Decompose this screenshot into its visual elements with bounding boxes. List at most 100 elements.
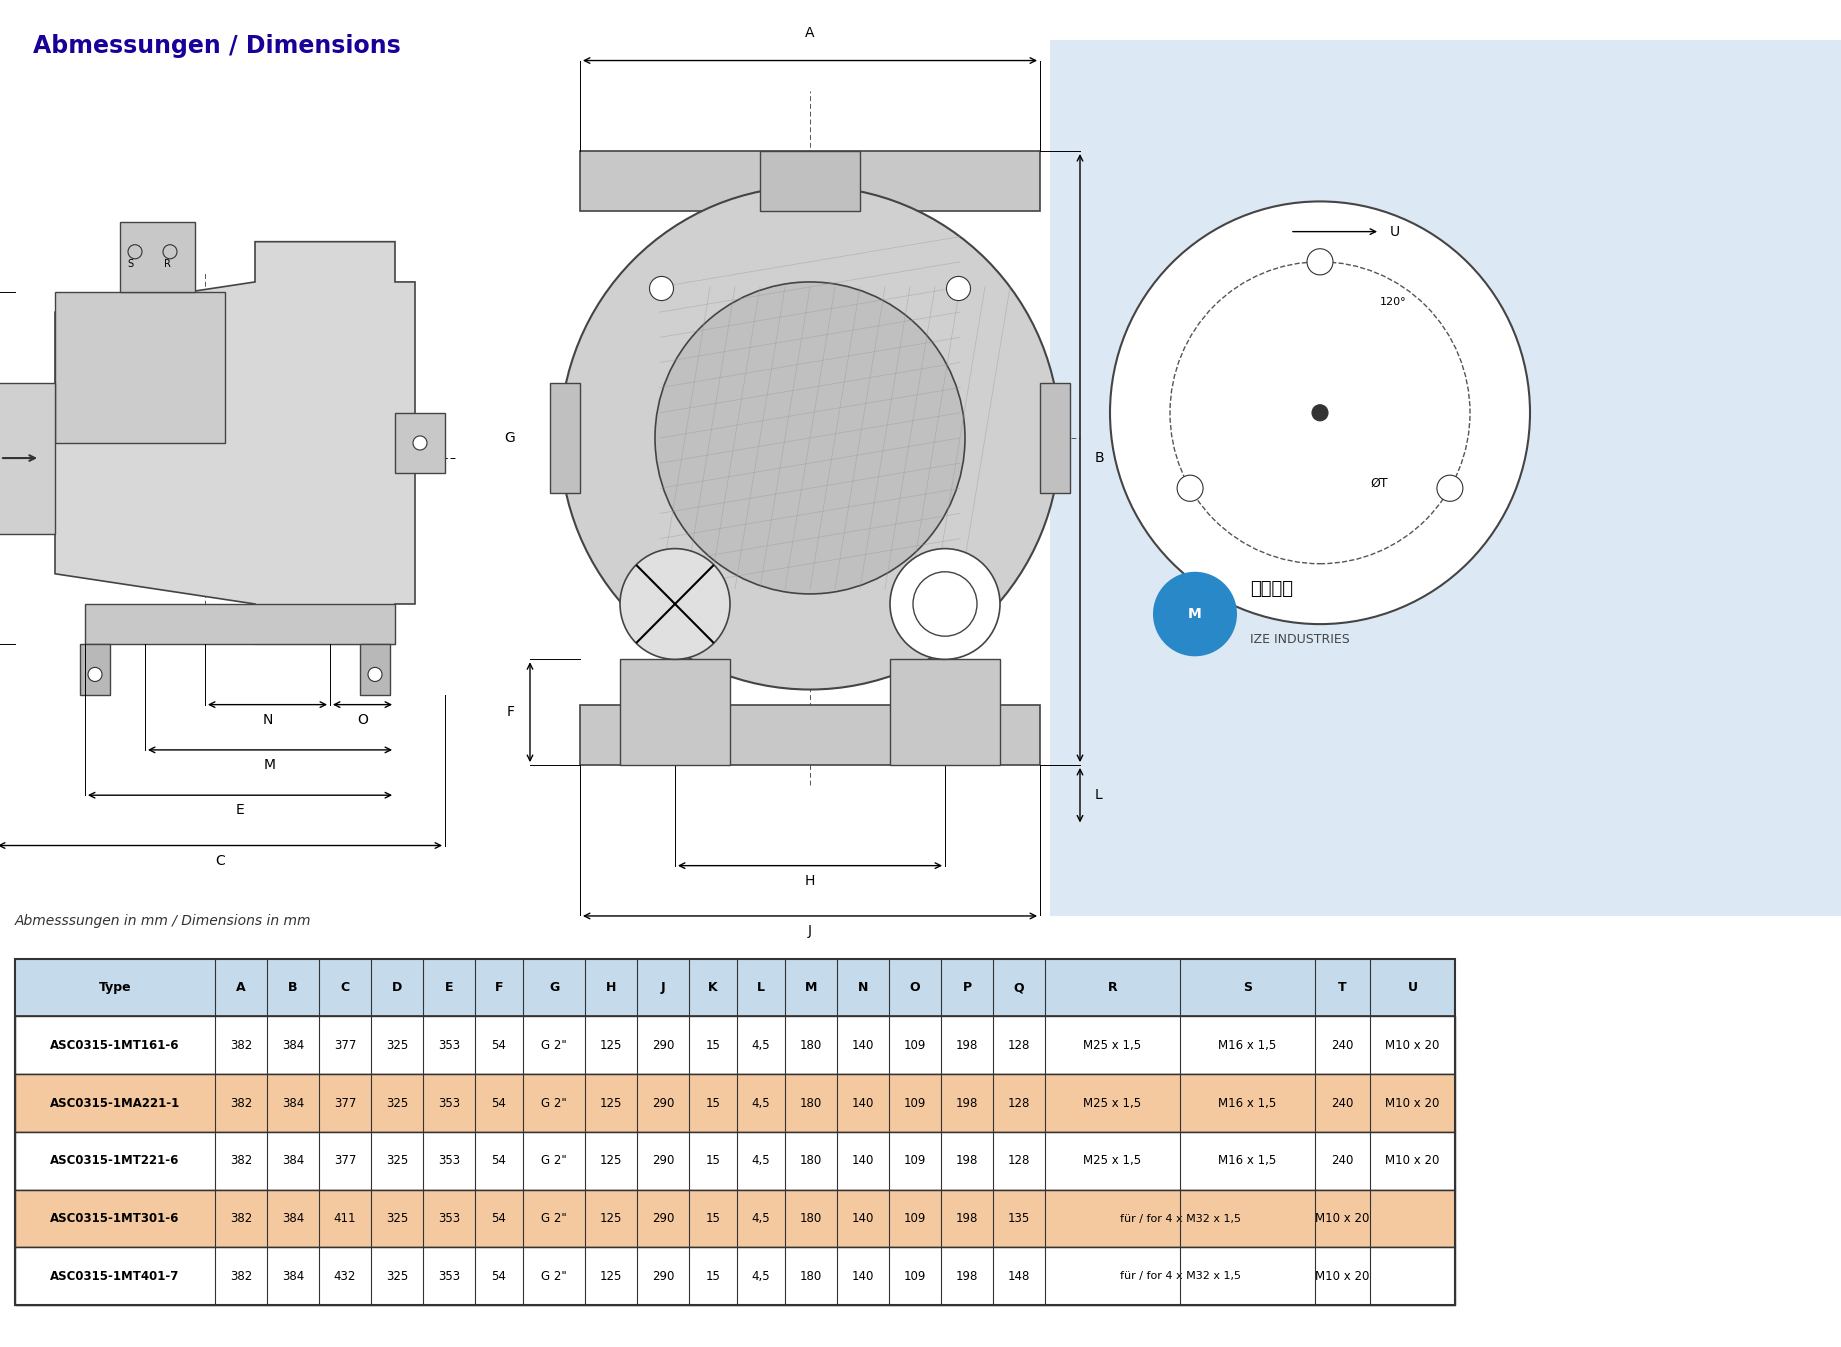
Text: ASC0315-1MT401-7: ASC0315-1MT401-7 [50,1270,180,1282]
Text: 54: 54 [492,1270,506,1282]
Text: U: U [1390,225,1401,238]
Text: G 2": G 2" [541,1212,567,1224]
Text: P: P [963,981,972,994]
Text: 125: 125 [600,1154,622,1168]
Polygon shape [580,151,1040,211]
Text: 109: 109 [904,1096,926,1110]
Polygon shape [55,241,414,644]
Text: M10 x 20: M10 x 20 [1314,1212,1370,1224]
Text: F: F [506,706,515,719]
Text: T: T [1338,981,1348,994]
Polygon shape [580,704,1040,765]
Text: A: A [805,27,816,40]
Text: 109: 109 [904,1154,926,1168]
Text: F: F [495,981,503,994]
Text: IZE INDUSTRIES: IZE INDUSTRIES [1250,633,1349,645]
Polygon shape [550,383,580,493]
Polygon shape [361,644,390,695]
Text: ASC0315-1MA221-1: ASC0315-1MA221-1 [50,1096,180,1110]
Text: 109: 109 [904,1039,926,1052]
Text: M25 x 1,5: M25 x 1,5 [1084,1039,1141,1052]
Text: ØT: ØT [1370,477,1388,490]
Text: 140: 140 [852,1096,874,1110]
Text: 325: 325 [387,1154,409,1168]
Text: C: C [215,854,225,867]
Text: 382: 382 [230,1212,252,1224]
Text: 135: 135 [1007,1212,1031,1224]
Text: 325: 325 [387,1270,409,1282]
Text: für / for 4 x M32 x 1,5: für / for 4 x M32 x 1,5 [1119,1272,1241,1281]
Polygon shape [0,383,55,533]
Text: G 2": G 2" [541,1096,567,1110]
Text: O: O [357,713,368,727]
Bar [15,1247,1454,1305]
Bar [15,1131,1454,1189]
Text: 384: 384 [282,1096,304,1110]
Text: 377: 377 [333,1096,355,1110]
Text: N: N [858,981,869,994]
Text: E: E [446,981,453,994]
Text: 4,5: 4,5 [751,1096,770,1110]
Polygon shape [760,151,860,211]
Text: 198: 198 [955,1039,978,1052]
Polygon shape [120,221,195,292]
Circle shape [1176,475,1204,501]
Text: M16 x 1,5: M16 x 1,5 [1219,1154,1276,1168]
Text: M10 x 20: M10 x 20 [1384,1154,1440,1168]
Text: L: L [1095,788,1103,803]
Text: M10 x 20: M10 x 20 [1384,1096,1440,1110]
Text: G 2": G 2" [541,1039,567,1052]
Text: 148: 148 [1007,1270,1031,1282]
Circle shape [655,282,965,594]
Text: U: U [1408,981,1418,994]
Bar [15,959,1454,1305]
Text: Q: Q [1014,981,1024,994]
Text: 54: 54 [492,1096,506,1110]
Text: 180: 180 [799,1039,823,1052]
Text: 109: 109 [904,1212,926,1224]
Text: M: M [805,981,817,994]
Text: 128: 128 [1007,1096,1031,1110]
Text: 125: 125 [600,1212,622,1224]
Text: ASC0315-1MT301-6: ASC0315-1MT301-6 [50,1212,180,1224]
Text: 325: 325 [387,1212,409,1224]
Text: M16 x 1,5: M16 x 1,5 [1219,1096,1276,1110]
Circle shape [1110,202,1530,624]
Text: K: K [709,981,718,994]
Text: 290: 290 [652,1212,674,1224]
Text: 180: 180 [799,1096,823,1110]
Text: 384: 384 [282,1212,304,1224]
Text: 382: 382 [230,1270,252,1282]
Text: 411: 411 [333,1212,357,1224]
Circle shape [946,276,970,300]
Text: ØK: ØK [880,558,898,570]
Text: ASC0315-1MT161-6: ASC0315-1MT161-6 [50,1039,180,1052]
Text: 15: 15 [705,1039,720,1052]
Text: S: S [127,259,133,269]
Text: H: H [606,981,617,994]
Text: 128: 128 [1007,1154,1031,1168]
Text: G 2": G 2" [541,1270,567,1282]
Text: S: S [1243,981,1252,994]
Text: 382: 382 [230,1154,252,1168]
Text: 180: 180 [799,1270,823,1282]
Text: 325: 325 [387,1039,409,1052]
Text: 240: 240 [1331,1154,1353,1168]
Text: G: G [549,981,560,994]
Text: 140: 140 [852,1212,874,1224]
Polygon shape [55,292,225,443]
Circle shape [650,276,674,300]
Text: 180: 180 [799,1154,823,1168]
Text: R: R [164,259,171,269]
Text: M25 x 1,5: M25 x 1,5 [1084,1154,1141,1168]
Text: 54: 54 [492,1154,506,1168]
Text: M10 x 20: M10 x 20 [1314,1270,1370,1282]
Text: 377: 377 [333,1039,355,1052]
Text: A: A [236,981,247,994]
Text: G 2": G 2" [541,1154,567,1168]
Text: 384: 384 [282,1154,304,1168]
Text: 377: 377 [333,1154,355,1168]
Text: 353: 353 [438,1154,460,1168]
Text: 382: 382 [230,1039,252,1052]
Text: C: C [341,981,350,994]
